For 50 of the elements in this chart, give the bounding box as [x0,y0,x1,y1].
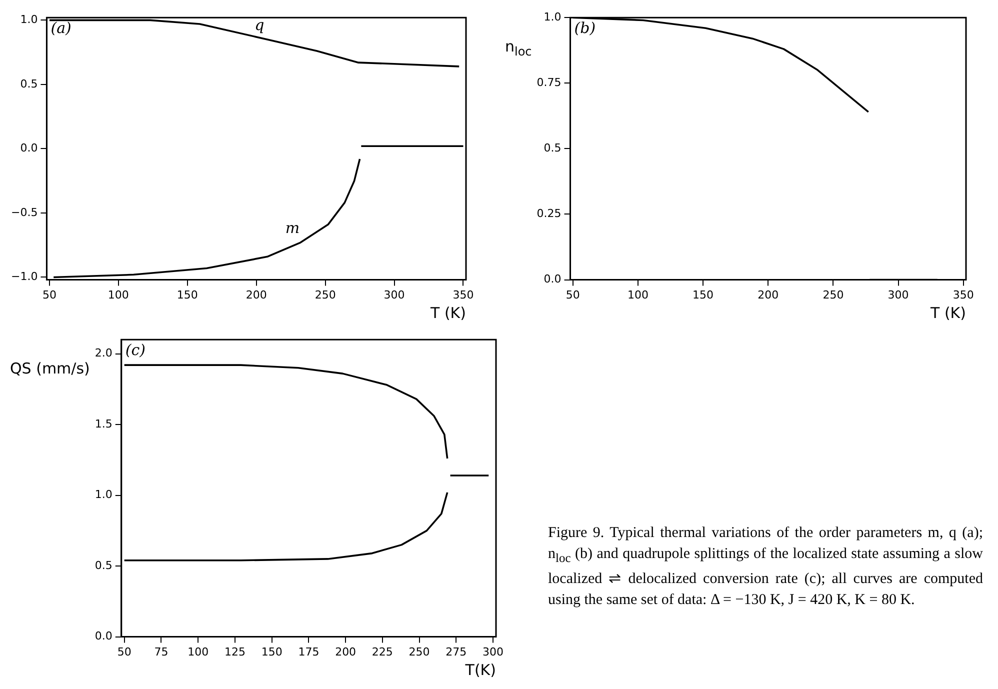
y-tick-label: 1.0 [94,488,112,502]
x-tick-label: 150 [261,645,282,658]
x-tick-label: 100 [188,645,209,658]
y-tick-label: 0.0 [20,142,38,155]
y-tick-label: −0.5 [10,206,38,219]
y-tick-label: 1.5 [94,417,112,430]
series-label: m [285,218,300,237]
x-tick-label: 50 [566,288,580,302]
x-tick-label: 100 [627,288,648,302]
y-tick-label: 2.0 [94,346,112,360]
series-label: q [254,16,264,34]
y-tick-label: 0.25 [536,207,562,220]
y-tick-label: 1.0 [20,13,38,26]
x-tick-label: 100 [108,288,129,302]
y-tick-label: 0.75 [536,76,562,90]
x-tick-label: 175 [298,645,320,658]
x-tick-label: 250 [314,288,336,302]
x-tick-label: 250 [822,288,844,302]
x-tick-label: 275 [446,645,467,658]
x-tick-label: 350 [452,288,474,302]
x-tick-label: 350 [952,288,974,302]
y-axis-title: QS (mm/s) [10,360,90,378]
y-tick-label: 0.0 [94,630,112,643]
y-tick-label: 0.5 [544,142,562,155]
x-tick-label: 250 [408,645,430,658]
x-tick-label: 75 [154,645,168,658]
y-tick-label: 0.5 [94,558,112,572]
y-tick-label: 0.0 [544,272,562,286]
annotation: (c) [125,340,146,359]
x-tick-label: 150 [692,288,714,302]
annotation: (b) [574,18,596,37]
x-tick-label: 225 [372,645,393,658]
x-tick-label: 300 [482,645,504,658]
x-tick-label: 200 [246,288,267,302]
x-tick-label: 300 [384,288,405,302]
x-axis-title: T (K) [930,304,966,322]
y-tick-label: 1.0 [544,10,562,24]
x-tick-label: 300 [888,288,909,302]
x-axis-title: T (K) [430,304,466,322]
x-tick-label: 125 [224,645,246,658]
x-axis-title: T(K) [464,660,496,679]
x-tick-label: 50 [117,645,132,658]
caption: Figure 9. Typical thermal variations of the order parameters m, q (a); n$_{loc}$ (b) and quadrupole splittings of the localized state assuming a slow localized ⇌ delocalized conversion rate (c); all curves are computed using the same set of data: Δ = −130 K, J = 420 K, K = 80 K. [548,524,983,610]
x-tick-label: 50 [42,288,56,302]
x-tick-label: 150 [176,288,198,302]
y-tick-label: 0.5 [20,77,38,90]
x-tick-label: 200 [335,645,356,658]
x-tick-label: 200 [758,288,779,302]
annotation: (a) [50,18,72,37]
y-tick-label: −1.0 [10,270,38,284]
